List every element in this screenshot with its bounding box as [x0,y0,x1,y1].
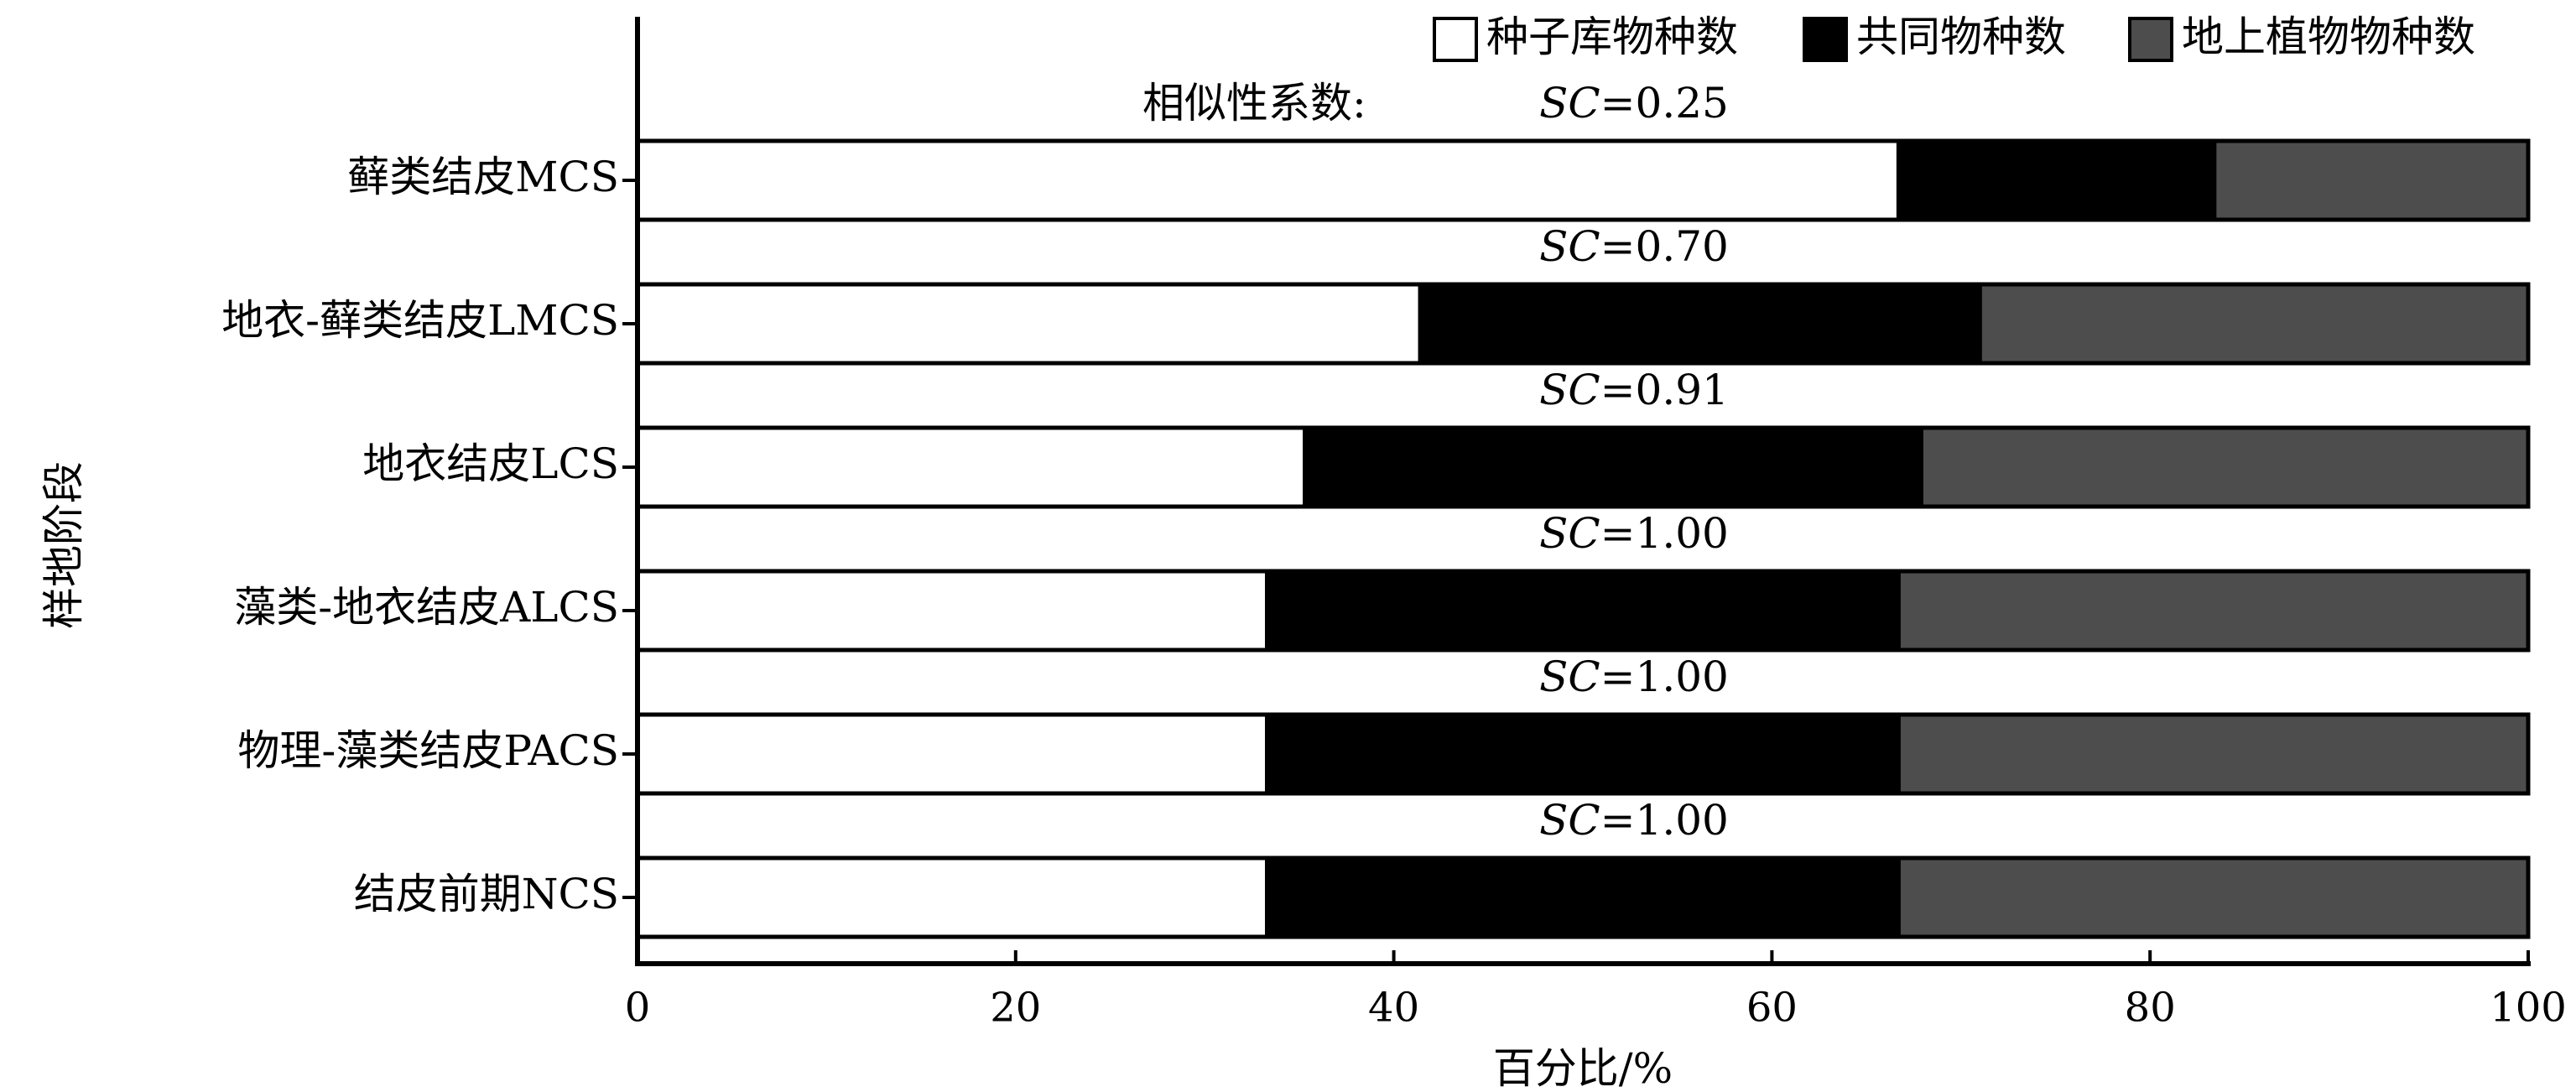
bar-segment [1918,425,2531,509]
bar-segment [1977,282,2531,366]
y-tick-label: 藻类-地衣结皮ALCS [234,583,619,632]
legend-swatch [1433,17,1478,62]
bar-segment [635,712,1270,796]
similarity-label: SC=0.70 [1539,222,1729,271]
similarity-label: SC=1.00 [1539,509,1729,558]
bar-segment [2212,138,2531,222]
similarity-label: SC=0.91 [1539,366,1729,414]
y-axis-title: 样地阶段 [39,461,88,629]
bar-segment [1265,569,1901,653]
similarity-label: SC=1.00 [1539,653,1729,701]
y-tick-label: 结皮前期NCS [354,870,619,918]
x-tick-label: 80 [2125,985,2176,1032]
legend-swatch [1803,17,1848,62]
y-tick-label: 藓类结皮MCS [347,153,619,201]
bar-segment [635,569,1270,653]
bar-segment [1265,712,1901,796]
x-tick-label: 0 [625,985,651,1032]
bar-segment [1896,712,2531,796]
similarity-title: 相似性系数: [1142,79,1366,127]
bar-segment [635,282,1423,366]
bar-segment [1303,425,1923,509]
bar-segment [1265,855,1901,939]
similarity-label: SC=0.25 [1539,79,1729,127]
x-axis-title: 百分比/% [1493,1044,1673,1092]
y-tick-label: 地衣结皮LCS [362,439,619,488]
similarity-label: SC=1.00 [1539,796,1729,845]
bar-segment [635,425,1308,509]
x-tick-label: 20 [990,985,1041,1032]
bar-segment [1896,855,2531,939]
legend-label: 共同物种数 [1856,13,2066,61]
bar-segment [1896,569,2531,653]
legend-label: 地上植物物种数 [2182,13,2475,61]
x-tick-label: 60 [1746,985,1798,1032]
x-tick-label: 100 [2490,985,2567,1032]
bar-segment [1896,138,2217,222]
y-tick-label: 地衣-藓类结皮LMCS [221,296,619,345]
y-tick-label: 物理-藻类结皮PACS [237,726,619,775]
bar-segment [635,855,1270,939]
x-tick-label: 40 [1368,985,1419,1032]
bar-segment [1418,282,1982,366]
legend-swatch [2128,17,2173,62]
bar-segment [635,138,1901,222]
legend-label: 种子库物种数 [1486,13,1738,61]
